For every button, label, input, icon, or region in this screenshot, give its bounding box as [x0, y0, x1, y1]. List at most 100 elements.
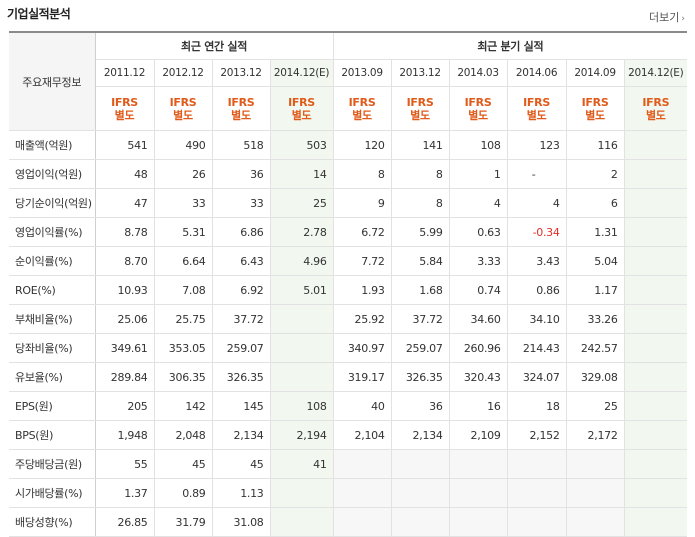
quarter-value-cell: 36 [391, 391, 450, 421]
quarter-value-cell: 8 [332, 159, 392, 189]
annual-value-cell: 31.08 [212, 507, 271, 537]
quarter-value-cell: 0.63 [449, 217, 508, 247]
quarter-value-cell: 3.33 [449, 246, 508, 276]
row-label: 매출액(억원) [9, 130, 96, 160]
annual-group-header: 최근 연간 실적 [95, 31, 334, 60]
annual-value-cell: 5.31 [154, 217, 213, 247]
quarter-value-cell: 1.68 [391, 275, 450, 305]
table-row: BPS(원) 1,948 2,048 2,134 2,194 2,104 2,134 2,10… [9, 420, 688, 450]
quarter-period-header: 2014.09 [566, 59, 625, 87]
quarter-value-cell [624, 159, 688, 189]
annual-ifrs-badge: IFRS 별도 [154, 86, 213, 131]
quarter-value-cell [449, 449, 508, 479]
annual-value-cell: 47 [95, 188, 155, 218]
quarter-value-cell [332, 478, 392, 508]
ifrs-basis: 별도 [645, 108, 666, 122]
quarter-value-cell: 260.96 [449, 333, 508, 363]
quarter-value-cell: 2,152 [507, 420, 567, 450]
annual-value-cell: 4.96 [270, 246, 334, 276]
table-row: 시가배당률(%) 1.37 0.89 1.13 [9, 478, 688, 508]
quarter-value-cell [624, 478, 688, 508]
annual-value-cell: 45 [154, 449, 213, 479]
ifrs-label: IFRS [288, 95, 315, 109]
annual-period-header: 2013.12 [212, 59, 271, 87]
quarter-value-cell: 1.31 [566, 217, 625, 247]
quarter-value-cell: 18 [507, 391, 567, 421]
quarter-value-cell: 8 [391, 159, 450, 189]
quarter-value-cell: - [507, 159, 567, 189]
quarter-value-cell: 2,104 [332, 420, 392, 450]
annual-value-cell: 45 [212, 449, 271, 479]
table-row: 당기순이익(억원) 47 33 33 25 9 8 4 4 6 [9, 188, 688, 218]
row-label: 배당성향(%) [9, 507, 96, 537]
quarter-value-cell: 37.72 [391, 304, 450, 334]
quarter-value-cell [566, 449, 625, 479]
annual-ifrs-badge: IFRS 별도 [95, 86, 155, 131]
annual-value-cell: 6.86 [212, 217, 271, 247]
quarter-value-cell: 329.08 [566, 362, 625, 392]
quarter-value-cell [624, 333, 688, 363]
row-label: 순이익률(%) [9, 246, 96, 276]
more-link[interactable]: 더보기 › [649, 9, 685, 25]
row-label: 영업이익률(%) [9, 217, 96, 247]
quarter-value-cell: 120 [332, 130, 392, 160]
ifrs-label: IFRS [227, 95, 255, 109]
ifrs-basis: 별도 [352, 108, 372, 122]
annual-value-cell: 8.70 [95, 246, 155, 276]
quarter-value-cell: 324.07 [507, 362, 567, 392]
table-row: 당좌비율(%) 349.61 353.05 259.07 340.97 259.07 260… [9, 333, 688, 363]
table-row: 부채비율(%) 25.06 25.75 37.72 25.92 37.72 34.60 34.… [9, 304, 688, 334]
label-column-header: 주요재무정보 [9, 31, 96, 131]
quarter-ifrs-badge: IFRS 별도 [332, 86, 392, 131]
quarter-group-header: 최근 분기 실적 [332, 31, 688, 60]
quarter-value-cell: 2,134 [391, 420, 450, 450]
annual-value-cell: 36 [212, 159, 271, 189]
quarter-value-cell: 242.57 [566, 333, 625, 363]
ifrs-label: IFRS [406, 95, 434, 109]
quarter-value-cell: 141 [391, 130, 450, 160]
quarter-value-cell [566, 478, 625, 508]
quarter-value-cell [624, 188, 688, 218]
quarter-value-cell: 2,109 [449, 420, 508, 450]
quarter-period-header: 2014.06 [507, 59, 567, 87]
quarter-value-cell: 259.07 [391, 333, 450, 363]
quarter-value-cell [391, 507, 450, 537]
annual-value-cell: 41 [270, 449, 334, 479]
annual-value-cell: 6.92 [212, 275, 271, 305]
table-row: EPS(원) 205 142 145 108 40 36 16 18 25 [9, 391, 688, 421]
annual-value-cell: 306.35 [154, 362, 213, 392]
annual-period-header: 2012.12 [154, 59, 213, 87]
annual-value-cell: 14 [270, 159, 334, 189]
quarter-value-cell [624, 449, 688, 479]
annual-value-cell: 259.07 [212, 333, 271, 363]
annual-value-cell: 26 [154, 159, 213, 189]
table-row: 유보율(%) 289.84 306.35 326.35 319.17 326.35 320.… [9, 362, 688, 392]
quarter-ifrs-badge: IFRS 별도 [449, 86, 508, 131]
annual-value-cell: 48 [95, 159, 155, 189]
annual-value-cell: 1,948 [95, 420, 155, 450]
table-row: 영업이익률(%) 8.78 5.31 6.86 2.78 6.72 5.99 0.63 -0.3… [9, 217, 688, 247]
ifrs-basis: 별도 [468, 108, 488, 122]
quarter-value-cell: 326.35 [391, 362, 450, 392]
annual-value-cell: 490 [154, 130, 213, 160]
quarter-period-header: 2013.12 [391, 59, 450, 87]
annual-value-cell [270, 362, 334, 392]
row-label: 당기순이익(억원) [9, 188, 96, 218]
table-row: 매출액(억원) 541 490 518 503 120 141 108 123 116 [9, 130, 688, 160]
row-label: BPS(원) [9, 420, 96, 450]
annual-value-cell: 8.78 [95, 217, 155, 247]
quarter-value-cell: 5.99 [391, 217, 450, 247]
quarter-value-cell [449, 478, 508, 508]
quarter-value-cell: 9 [332, 188, 392, 218]
annual-period-header: 2011.12 [95, 59, 155, 87]
quarter-value-cell: 8 [391, 188, 450, 218]
ifrs-basis: 별도 [173, 108, 193, 122]
chevron-right-icon: › [681, 14, 685, 24]
annual-value-cell: 55 [95, 449, 155, 479]
ifrs-basis: 별도 [526, 108, 547, 122]
quarter-value-cell: 4 [449, 188, 508, 218]
quarter-value-cell [507, 449, 567, 479]
quarter-value-cell: 5.84 [391, 246, 450, 276]
annual-value-cell [270, 478, 334, 508]
row-label: EPS(원) [9, 391, 96, 421]
